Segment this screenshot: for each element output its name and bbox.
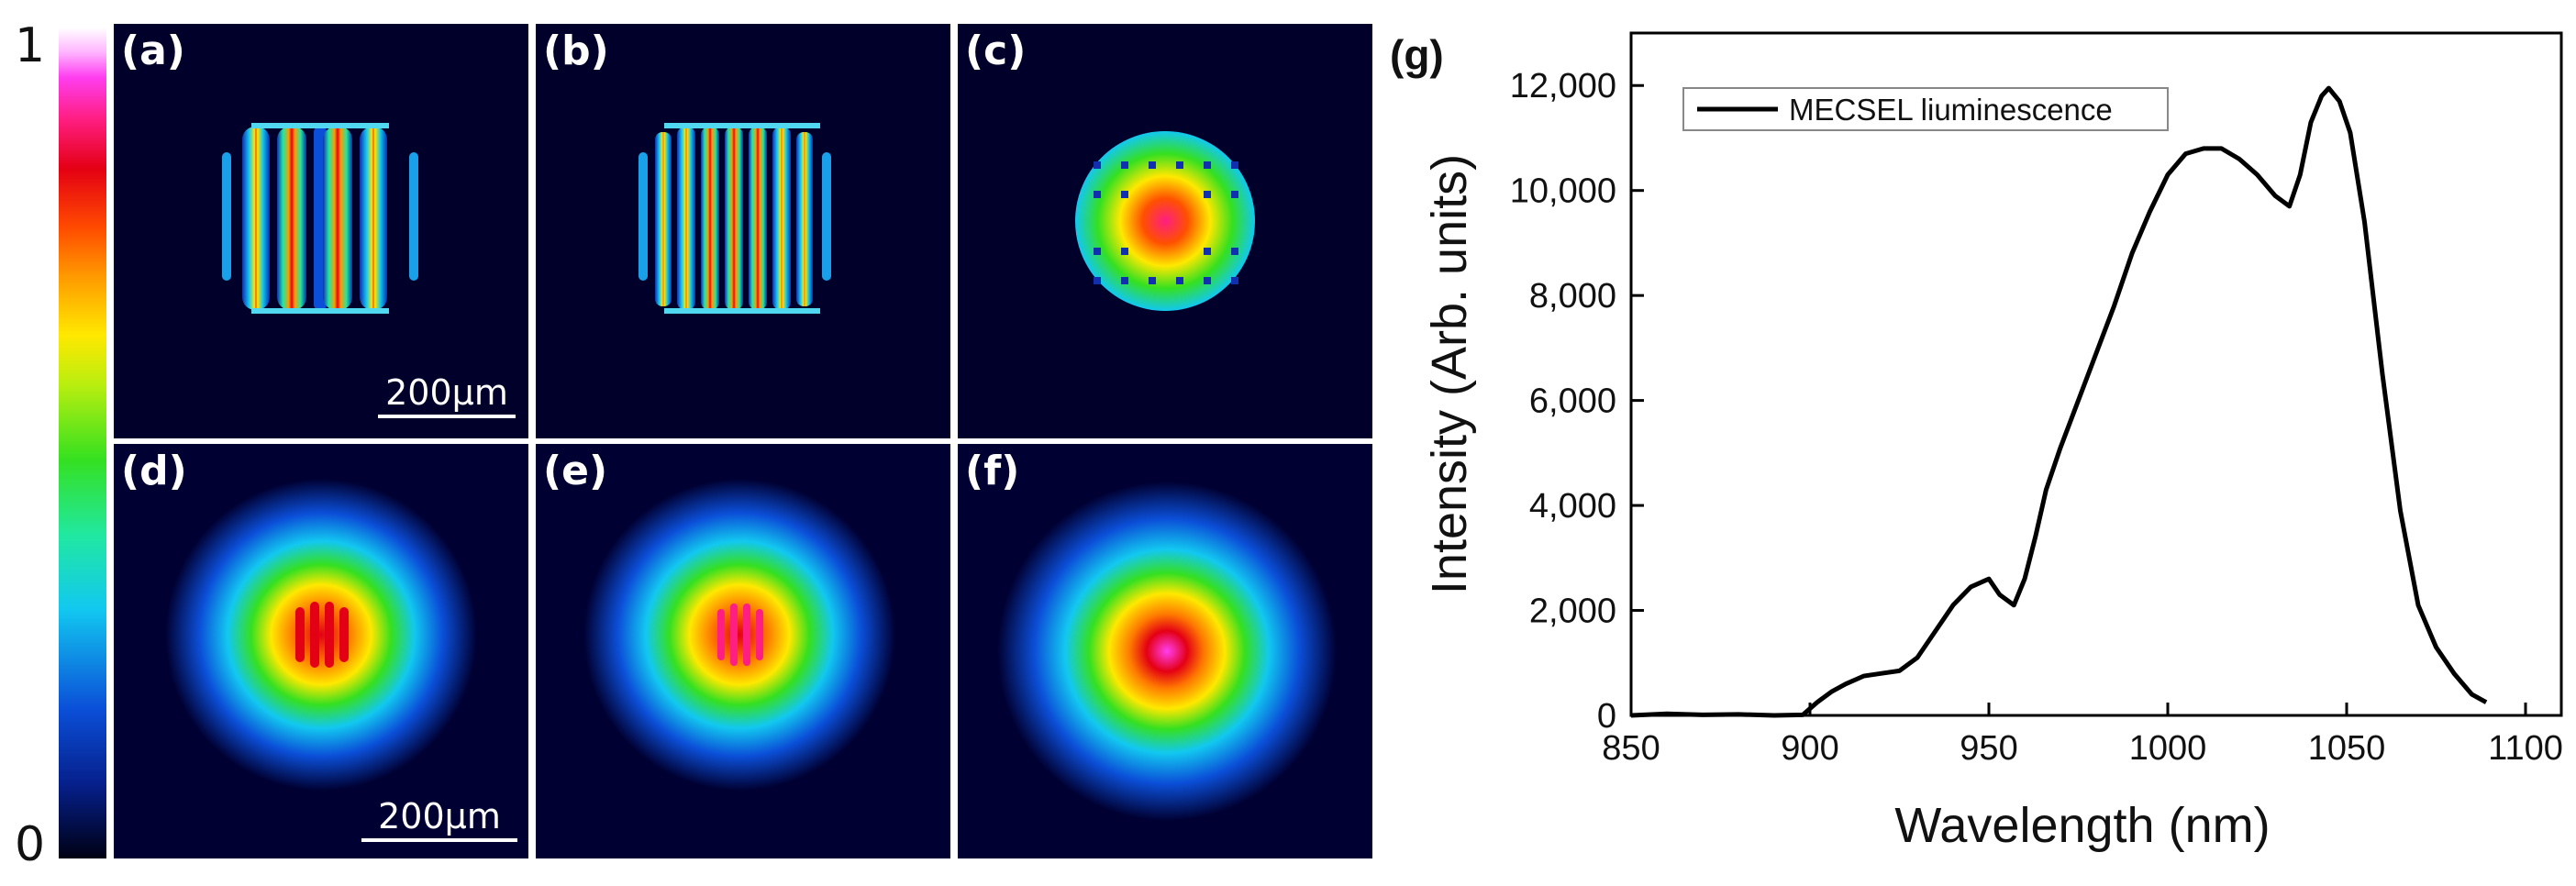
series-line-mecsel bbox=[1630, 85, 2488, 718]
chart-axes bbox=[1629, 31, 2563, 717]
colorbar-max-label: 1 bbox=[15, 18, 46, 73]
legend: MECSEL liuminescence bbox=[1682, 87, 2169, 131]
panel-e-image bbox=[536, 444, 950, 858]
panel-d-label: (d) bbox=[121, 448, 187, 494]
y-tick-label: 8,000 bbox=[1529, 277, 1616, 316]
y-tick-label: 0 bbox=[1597, 697, 1616, 736]
panel-b-label: (b) bbox=[543, 28, 609, 74]
chart-ticks: 850 900 950 1000 1050 1100 0 2,000 4,000 6,000 8,0… bbox=[1510, 67, 2563, 768]
y-tick-label: 12,000 bbox=[1510, 67, 1616, 105]
panel-c-label: (c) bbox=[965, 28, 1027, 74]
y-axis-label: Intensity (Arb. units) bbox=[1422, 154, 1477, 594]
panel-e: (e) bbox=[536, 444, 950, 858]
panel-a-label: (a) bbox=[121, 28, 185, 74]
panel-d: (d) 200μm bbox=[114, 444, 528, 858]
x-tick-label: 1050 bbox=[2308, 729, 2386, 768]
panel-c-image bbox=[958, 24, 1372, 438]
panel-a-image bbox=[114, 24, 528, 438]
x-tick-label: 1100 bbox=[2488, 729, 2563, 768]
legend-label: MECSEL liuminescence bbox=[1789, 93, 2113, 127]
y-tick-label: 10,000 bbox=[1510, 172, 1616, 211]
panel-a-scale-label: 200μm bbox=[385, 372, 508, 413]
x-tick-label: 850 bbox=[1602, 729, 1660, 768]
panel-d-image bbox=[114, 444, 528, 858]
y-tick-label: 6,000 bbox=[1529, 382, 1616, 421]
y-tick-label: 4,000 bbox=[1529, 487, 1616, 526]
x-tick-label: 1000 bbox=[2129, 729, 2207, 768]
x-tick-label: 950 bbox=[1960, 729, 2017, 768]
panel-a: (a) 200μm bbox=[114, 24, 528, 438]
panel-e-label: (e) bbox=[543, 448, 608, 494]
panel-f-label: (f) bbox=[965, 448, 1020, 494]
x-tick-label: 900 bbox=[1781, 729, 1838, 768]
plot-frame bbox=[1629, 31, 2563, 717]
panel-d-scalebar: 200μm bbox=[361, 796, 517, 842]
spectrum-chart: (g) 850 900 950 1000 1050 1100 0 2,000 4,000 6,00… bbox=[1390, 31, 2563, 853]
y-tick-label: 2,000 bbox=[1529, 593, 1616, 631]
panel-d-scale-label: 200μm bbox=[378, 796, 501, 836]
colorbar-min-label: 0 bbox=[15, 817, 46, 872]
panel-b-image bbox=[536, 24, 950, 438]
panel-b: (b) bbox=[536, 24, 950, 438]
panel-f-image bbox=[958, 444, 1372, 858]
colorbar-gradient bbox=[59, 28, 106, 858]
x-axis-label: Wavelength (nm) bbox=[1894, 798, 2270, 853]
panel-g-label: (g) bbox=[1390, 31, 1444, 79]
panel-c: (c) bbox=[958, 24, 1372, 438]
panel-a-scalebar: 200μm bbox=[378, 372, 516, 418]
panel-f: (f) bbox=[958, 444, 1372, 858]
colorbar: 1 0 bbox=[0, 0, 110, 886]
